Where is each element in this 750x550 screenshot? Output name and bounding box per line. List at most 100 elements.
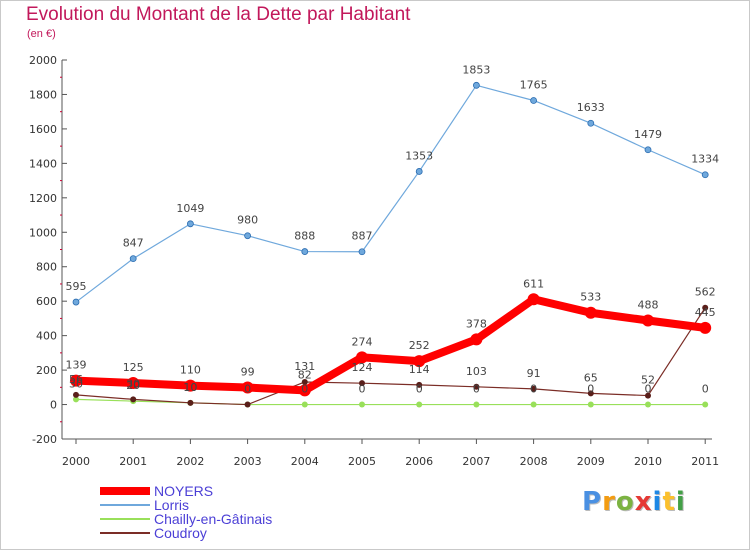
y-tick-label: 200 bbox=[36, 364, 57, 377]
logo-letter: o bbox=[615, 487, 635, 517]
data-label-noyers: 533 bbox=[580, 291, 601, 304]
data-point-lorris bbox=[301, 248, 309, 255]
chart-subtitle: (en €) bbox=[27, 28, 56, 40]
data-label-lorris: 1853 bbox=[462, 63, 490, 76]
data-label-coudroy: 30 bbox=[126, 377, 140, 390]
logo-letter: P bbox=[582, 487, 603, 517]
data-label-chailly-en-gatinais: 0 bbox=[473, 383, 480, 396]
y-tick-label: 1400 bbox=[29, 157, 57, 170]
data-point-coudroy bbox=[359, 380, 365, 387]
data-point-coudroy bbox=[702, 304, 709, 311]
data-label-noyers: 252 bbox=[409, 339, 430, 352]
data-point-coudroy bbox=[416, 381, 423, 388]
legend-label-chailly: Chailly-en-Gâtinais bbox=[154, 511, 273, 527]
data-point-noyers bbox=[298, 384, 311, 397]
data-label-chailly-en-gatinais: 0 bbox=[645, 383, 652, 396]
y-tick-label: 1600 bbox=[29, 123, 57, 136]
x-tick-label: 2006 bbox=[405, 455, 433, 468]
data-label-noyers: 378 bbox=[466, 317, 487, 330]
data-point-chailly-en-gatinais bbox=[702, 401, 709, 408]
logo-letter: i bbox=[652, 487, 663, 517]
data-point-lorris bbox=[701, 171, 709, 179]
legend-swatch-lorris bbox=[100, 504, 150, 506]
data-point-chailly-en-gatinais bbox=[645, 401, 651, 408]
data-point-lorris bbox=[244, 232, 252, 240]
data-point-lorris bbox=[358, 248, 366, 256]
data-label-chailly-en-gatinais: 10 bbox=[183, 381, 197, 394]
series-line-lorris bbox=[75, 84, 706, 303]
data-label-coudroy: 10 bbox=[183, 381, 197, 394]
chart-title: Evolution du Montant de la Dette par Hab… bbox=[26, 4, 411, 25]
data-point-noyers bbox=[413, 355, 426, 368]
legend-swatch-coudroy bbox=[100, 532, 150, 534]
data-label-chailly-en-gatinais: 0 bbox=[702, 383, 709, 396]
data-point-noyers bbox=[184, 379, 197, 392]
data-label-lorris: 980 bbox=[237, 214, 258, 227]
data-label-chailly-en-gatinais: 0 bbox=[359, 383, 366, 396]
data-label-chailly-en-gatinais: 0 bbox=[416, 383, 423, 396]
logo-letter: x bbox=[634, 487, 653, 517]
y-tick-label: 0 bbox=[50, 399, 57, 412]
x-tick-label: 2007 bbox=[462, 455, 490, 468]
data-point-noyers bbox=[642, 314, 654, 327]
x-tick-label: 2004 bbox=[291, 455, 319, 468]
data-point-noyers bbox=[356, 351, 368, 364]
legend: NOYERS Lorris Chailly-en-Gâtinais Coudro… bbox=[100, 484, 272, 540]
legend-item-coudroy: Coudroy bbox=[100, 526, 272, 540]
legend-label-noyers: NOYERS bbox=[154, 483, 214, 499]
data-point-noyers bbox=[127, 377, 140, 390]
x-tick-label: 2009 bbox=[577, 455, 605, 468]
data-point-coudroy bbox=[187, 399, 194, 406]
data-label-coudroy: 91 bbox=[527, 367, 541, 380]
logo-letter: i bbox=[675, 487, 686, 517]
y-tick-label: 800 bbox=[36, 261, 57, 274]
data-label-noyers: 139 bbox=[66, 359, 87, 372]
x-tick-label: 2001 bbox=[119, 455, 147, 468]
data-point-lorris bbox=[530, 97, 537, 104]
series-line-coudroy bbox=[75, 307, 706, 406]
y-tick-label: 2000 bbox=[29, 54, 57, 67]
data-label-lorris: 887 bbox=[352, 230, 373, 243]
data-point-chailly-en-gatinais bbox=[530, 401, 537, 408]
data-label-noyers: 488 bbox=[638, 298, 659, 311]
x-tick-label: 2003 bbox=[234, 455, 262, 468]
x-tick-label: 2000 bbox=[62, 455, 90, 468]
data-label-coudroy: 124 bbox=[352, 361, 373, 374]
data-point-chailly-en-gatinais bbox=[473, 401, 480, 408]
data-label-chailly-en-gatinais: 0 bbox=[301, 383, 308, 396]
y-tick-label: 600 bbox=[36, 295, 57, 308]
data-label-lorris: 1633 bbox=[577, 101, 605, 114]
y-tick-label: -200 bbox=[32, 433, 57, 446]
data-label-noyers: 125 bbox=[123, 361, 144, 374]
data-label-coudroy: 56 bbox=[69, 373, 83, 386]
data-point-chailly-en-gatinais bbox=[359, 401, 365, 408]
series-line-noyers bbox=[72, 295, 710, 395]
data-point-coudroy bbox=[530, 385, 537, 392]
legend-label-coudroy: Coudroy bbox=[154, 525, 207, 541]
data-point-coudroy bbox=[587, 390, 594, 397]
data-label-coudroy: 562 bbox=[695, 286, 716, 299]
data-point-noyers bbox=[70, 374, 82, 387]
data-point-lorris bbox=[472, 81, 480, 89]
data-point-coudroy bbox=[301, 378, 308, 385]
data-label-noyers: 611 bbox=[523, 277, 544, 290]
legend-label-lorris: Lorris bbox=[154, 497, 190, 513]
data-point-lorris bbox=[186, 220, 194, 228]
y-tick-label: 1000 bbox=[29, 226, 57, 239]
data-labels: 139 125 110 99 82 274 252 378 611 533 488 445 595 847… bbox=[66, 63, 720, 395]
data-label-chailly-en-gatinais: 0 bbox=[530, 383, 537, 396]
proxiti-logo: Proxiti bbox=[582, 487, 686, 517]
data-label-lorris: 1334 bbox=[691, 153, 719, 166]
data-point-chailly-en-gatinais bbox=[73, 396, 79, 403]
legend-item-lorris: Lorris bbox=[100, 498, 272, 512]
data-label-noyers: 99 bbox=[241, 365, 255, 378]
x-tick-label: 2005 bbox=[348, 455, 376, 468]
data-label-noyers: 82 bbox=[298, 368, 312, 381]
data-point-lorris bbox=[129, 255, 137, 263]
data-point-lorris bbox=[587, 119, 595, 127]
data-label-lorris: 595 bbox=[66, 280, 87, 293]
x-tick-label: 2002 bbox=[176, 455, 204, 468]
chart-axes: -200020040060080010001200140016001800200… bbox=[29, 54, 719, 468]
y-tick-label: 1200 bbox=[29, 192, 57, 205]
